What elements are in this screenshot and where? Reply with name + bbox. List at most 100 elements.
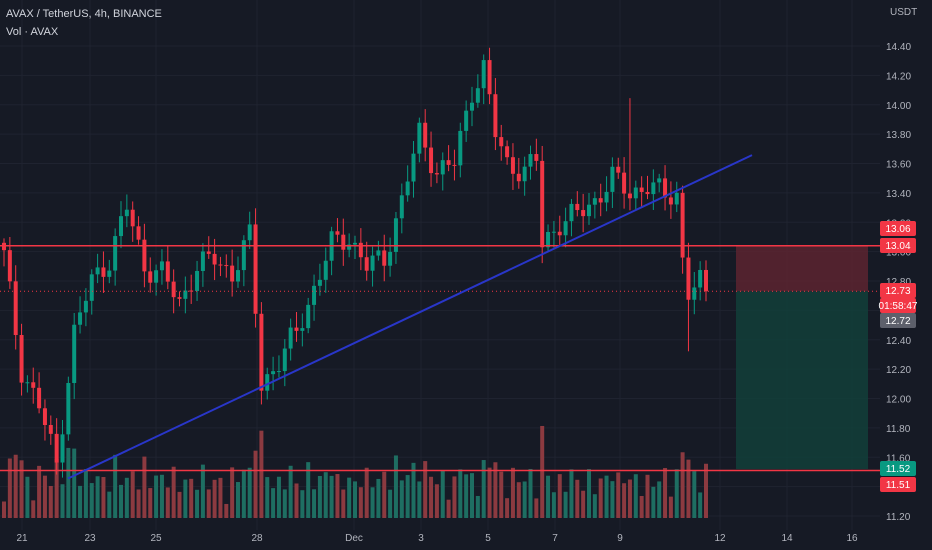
price-tick: 11.20: [886, 512, 911, 523]
candlestick-series: [2, 47, 708, 478]
volume-bar: [177, 491, 182, 518]
candle-body: [470, 102, 474, 111]
candle-body: [294, 327, 299, 331]
price-tag-stop: [880, 221, 916, 236]
candle-body: [393, 218, 398, 252]
candle-body: [563, 221, 568, 236]
candle-body: [440, 160, 445, 175]
price-tag-countdown: [880, 298, 916, 313]
candle-body: [83, 300, 88, 313]
volume-bar: [312, 489, 317, 518]
candle-body: [323, 260, 328, 280]
volume-bar: [119, 484, 123, 518]
price-tick: 12.40: [886, 336, 911, 347]
volume-bar: [499, 471, 504, 518]
volume-bar: [440, 470, 445, 518]
candle-body: [300, 328, 305, 331]
drawing-lines[interactable]: [0, 154, 880, 480]
volume-bar: [657, 481, 662, 518]
volume-bar: [206, 489, 211, 518]
candle-body: [411, 153, 416, 182]
stop-loss-zone[interactable]: [736, 245, 868, 292]
volume-bar: [48, 485, 53, 518]
candle-body: [119, 216, 123, 237]
volume-bar: [575, 479, 580, 518]
volume-bar: [89, 483, 94, 518]
time-tick: 12: [714, 533, 726, 544]
price-tick: 12.20: [886, 365, 911, 376]
take-profit-zone[interactable]: [736, 291, 868, 469]
volume-bar: [288, 465, 293, 518]
candle-body: [37, 387, 42, 409]
price-tag-crosshair-text: 12.72: [885, 316, 910, 327]
candle-body: [510, 157, 515, 174]
volume-bar: [364, 467, 369, 518]
volume-bar: [107, 491, 112, 518]
volume-bar: [265, 477, 270, 518]
volume-bar: [195, 489, 200, 518]
candle-body: [78, 312, 83, 325]
candle-body: [341, 234, 346, 250]
candle-body: [622, 172, 627, 194]
candle-body: [575, 203, 580, 211]
volume-bar: [358, 487, 363, 518]
time-tick: 14: [781, 533, 793, 544]
time-axis[interactable]: 21 23 25 28 Dec 3 5 7 9 12 14 16: [16, 533, 858, 544]
time-tick: 5: [485, 533, 491, 544]
volume-bar: [452, 476, 457, 518]
candle-body: [534, 154, 539, 161]
volume-bar: [704, 463, 708, 518]
candle-body: [522, 166, 527, 182]
volume-bar: [481, 460, 486, 518]
volume-bar: [569, 469, 574, 518]
time-tick: 3: [418, 533, 424, 544]
candle-body: [25, 382, 30, 384]
candle-body: [704, 269, 708, 292]
volume-bar: [113, 454, 118, 518]
volume-bar: [598, 478, 603, 518]
candle-body: [434, 173, 439, 175]
candle-body: [13, 281, 18, 336]
candle-body: [230, 265, 235, 282]
trendline[interactable]: [67, 154, 753, 480]
volume-bar: [148, 488, 153, 518]
candle-body: [663, 178, 668, 198]
volume-bar: [165, 487, 170, 518]
candle-body: [370, 255, 375, 271]
candle-body: [417, 122, 422, 154]
candle-body: [516, 173, 521, 182]
volume-bar: [329, 475, 334, 518]
candle-body: [317, 279, 322, 286]
volume-bar: [2, 501, 6, 518]
volume-bar: [306, 462, 311, 518]
volume-bar: [505, 498, 510, 518]
volume-bar: [341, 489, 346, 518]
price-tag-support-text: 11.51: [886, 480, 911, 491]
symbol-legend[interactable]: AVAX / TetherUS, 4h, BINANCE: [6, 8, 162, 20]
volume-bar: [546, 475, 551, 518]
volume-bar: [429, 476, 434, 518]
volume-bar: [224, 503, 229, 518]
candle-body: [259, 313, 264, 391]
volume-bar: [645, 474, 650, 518]
candle-body: [639, 187, 644, 192]
candle-body: [247, 224, 252, 241]
price-tick: 11.80: [886, 424, 911, 435]
candle-body: [7, 250, 12, 282]
candle-body: [388, 251, 393, 266]
volume-bar: [54, 458, 59, 518]
candle-body: [347, 244, 352, 250]
price-tag-crosshair: [880, 313, 916, 328]
candle-body: [171, 281, 176, 298]
volume-bar: [534, 498, 539, 518]
price-axis[interactable]: USDT 14.4014.2014.0013.8013.6013.4013.20…: [886, 7, 917, 523]
candle-body: [399, 195, 404, 219]
price-tick: 14.40: [886, 42, 911, 53]
volume-legend[interactable]: Vol · AVAX: [6, 26, 59, 38]
candle-body: [165, 261, 170, 282]
volume-bar: [674, 469, 679, 518]
candle-body: [200, 251, 205, 271]
position-zones: [736, 245, 868, 469]
candle-body: [89, 274, 94, 301]
